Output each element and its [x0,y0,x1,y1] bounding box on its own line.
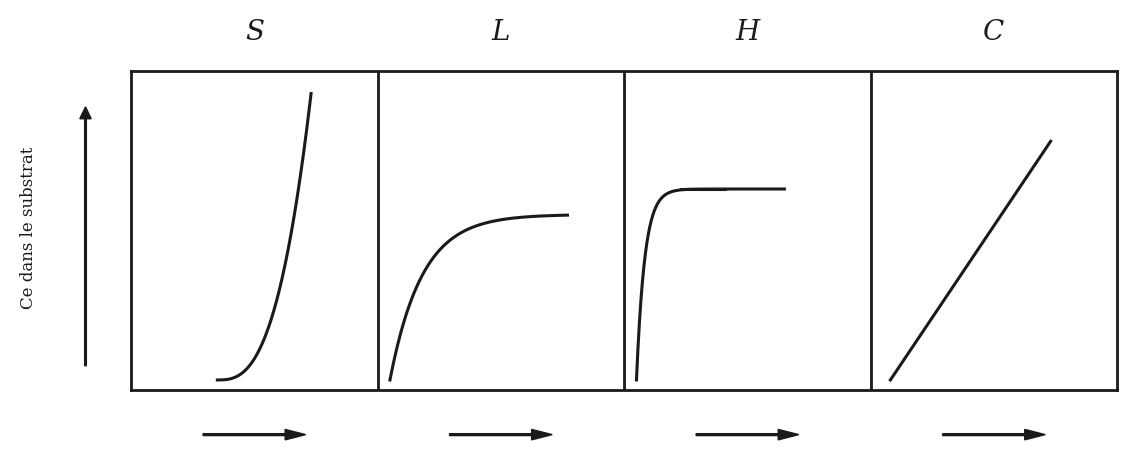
Text: L: L [491,19,510,46]
Text: H: H [735,19,759,46]
Text: C: C [984,19,1004,46]
Text: S: S [245,19,263,46]
Text: Ce dans le substrat: Ce dans le substrat [21,147,36,309]
